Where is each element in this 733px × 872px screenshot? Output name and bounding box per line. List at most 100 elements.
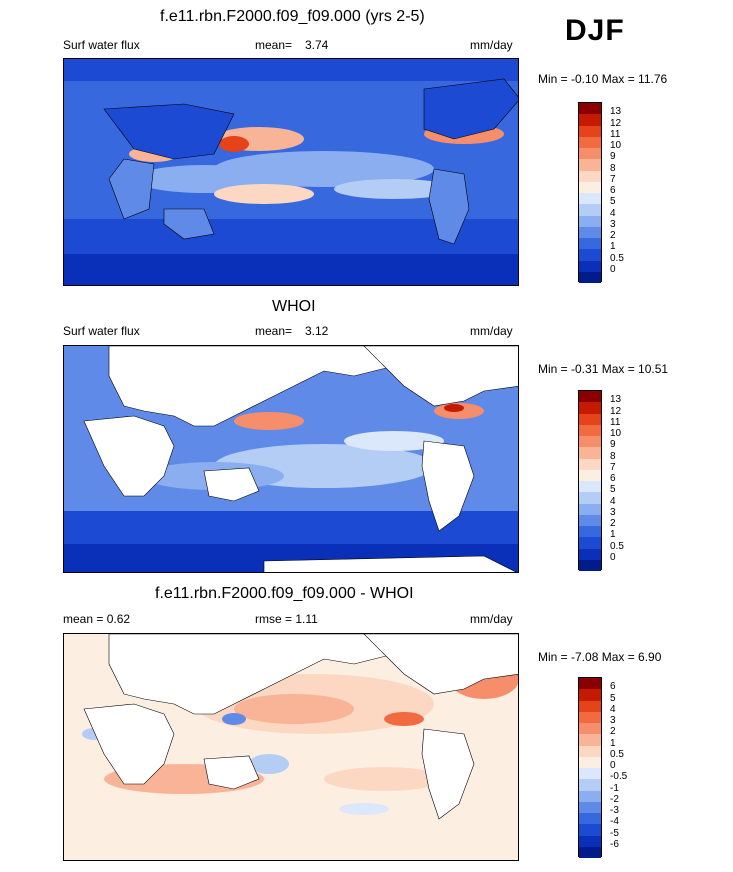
colorbar-tick-label: 9: [610, 439, 616, 451]
colorbar-tick-label: 2: [610, 726, 616, 738]
colorbar-tick-label: -0.5: [610, 771, 628, 783]
colorbar-tick-label: 1: [610, 737, 616, 749]
colorbar-swatch: [579, 700, 601, 712]
colorbar-tick-label: 8: [610, 162, 616, 174]
colorbar-tick-label: 4: [610, 207, 616, 219]
colorbar-swatch: [579, 447, 601, 459]
panel3-units: mm/day: [470, 612, 513, 626]
colorbar-swatch: [579, 148, 601, 160]
colorbar-swatch: [579, 790, 601, 802]
colorbar-tick-label: 12: [610, 405, 622, 417]
colorbar-swatch: [579, 181, 601, 193]
panel3-title: f.e11.rbn.F2000.f09_f09.000 - WHOI: [155, 585, 414, 602]
panel1-units: mm/day: [470, 38, 513, 52]
colorbar-swatch: [579, 734, 601, 746]
colorbar-swatch: [579, 260, 601, 272]
colorbar-swatch: [579, 103, 601, 115]
colorbar-swatch: [579, 136, 601, 148]
colorbar-swatch: [579, 170, 601, 182]
colorbar-tick-label: 1: [610, 241, 616, 253]
colorbar-swatch: [579, 391, 601, 403]
colorbar-swatch: [579, 413, 601, 425]
colorbar-swatch: [579, 424, 601, 436]
colorbar-tick-label: -3: [610, 805, 619, 816]
panel2-map: [63, 345, 519, 573]
colorbar-swatch: [579, 548, 601, 560]
colorbar-swatch: [579, 402, 601, 414]
panel2-title: WHOI: [272, 298, 316, 315]
colorbar-swatch: [579, 745, 601, 757]
colorbar-swatch: [579, 226, 601, 238]
colorbar-tick-label: 0: [610, 760, 616, 771]
colorbar-swatch: [579, 559, 601, 571]
panel2-mean-label: mean=: [255, 324, 293, 338]
colorbar-swatch: [579, 436, 601, 448]
panel3-mean: mean = 0.62: [63, 612, 131, 626]
panel3-rmse: rmse = 1.11: [255, 612, 318, 626]
panel2-units: mm/day: [470, 324, 513, 338]
colorbar-tick-label: 11: [610, 128, 621, 140]
colorbar-tick-label: 6: [610, 185, 616, 196]
colorbar-tick-label: 4: [610, 495, 616, 507]
colorbar-swatch: [579, 514, 601, 526]
colorbar-tick-label: -6: [610, 838, 619, 850]
colorbar-swatch: [579, 723, 601, 735]
colorbar-tick-label: -1: [610, 782, 619, 794]
colorbar-tick-label: 2: [610, 230, 616, 241]
colorbar-swatch: [579, 271, 601, 283]
panel1-mean-value: 3.74: [305, 38, 329, 52]
colorbar-swatch: [579, 159, 601, 171]
panel2-minmax: Min = -0.31 Max = 10.51: [538, 362, 669, 376]
colorbar-swatch: [579, 678, 601, 690]
colorbar-tick-label: 7: [610, 173, 616, 185]
colorbar-tick-label: 0.5: [610, 748, 624, 760]
colorbar-swatch: [579, 125, 601, 137]
colorbar-tick-label: -5: [610, 827, 619, 839]
colorbar-swatch: [579, 249, 601, 261]
colorbar-swatch: [579, 846, 601, 858]
season-label: DJF: [565, 14, 625, 47]
colorbar-swatch: [579, 835, 601, 847]
colorbar-swatch: [579, 756, 601, 768]
colorbar-swatch: [579, 458, 601, 470]
panel3-colorbar: [578, 677, 602, 858]
colorbar-tick-label: 12: [610, 117, 622, 129]
colorbar-tick-label: 5: [610, 692, 616, 704]
colorbar-tick-label: 6: [610, 681, 616, 693]
panel1-minmax: Min = -0.10 Max = 11.76: [538, 72, 668, 86]
colorbar-swatch: [579, 824, 601, 836]
colorbar-swatch: [579, 238, 601, 250]
colorbar-tick-label: -2: [610, 793, 619, 805]
colorbar-swatch: [579, 779, 601, 791]
panel3-map: [63, 633, 519, 861]
colorbar-tick-label: 2: [610, 518, 616, 529]
panel2-variable-label: Surf water flux: [63, 324, 140, 338]
colorbar-tick-label: 5: [610, 196, 616, 208]
colorbar-tick-label: 5: [610, 484, 616, 496]
colorbar-swatch: [579, 215, 601, 227]
colorbar-tick-label: 10: [610, 428, 622, 439]
colorbar-tick-label: 8: [610, 450, 616, 462]
colorbar-tick-label: 6: [610, 473, 616, 484]
colorbar-swatch: [579, 526, 601, 538]
colorbar-tick-label: 13: [610, 106, 622, 118]
panel1-mean-label: mean=: [255, 38, 293, 52]
colorbar-swatch: [579, 768, 601, 780]
colorbar-swatch: [579, 801, 601, 813]
colorbar-swatch: [579, 481, 601, 493]
colorbar-swatch: [579, 711, 601, 723]
panel1-map: [63, 58, 519, 286]
colorbar-tick-label: 13: [610, 394, 622, 406]
colorbar-tick-label: 3: [610, 218, 616, 230]
colorbar-swatch: [579, 204, 601, 216]
panel1-colorbar: [578, 102, 602, 283]
colorbar-tick-label: 4: [610, 703, 616, 715]
colorbar-swatch: [579, 689, 601, 701]
colorbar-tick-label: 3: [610, 506, 616, 518]
colorbar-tick-label: 0.5: [610, 540, 624, 552]
colorbar-swatch: [579, 492, 601, 504]
colorbar-swatch: [579, 503, 601, 515]
panel1-title: f.e11.rbn.F2000.f09_f09.000 (yrs 2-5): [160, 8, 425, 25]
colorbar-swatch: [579, 114, 601, 126]
panel2-colorbar: [578, 390, 602, 571]
